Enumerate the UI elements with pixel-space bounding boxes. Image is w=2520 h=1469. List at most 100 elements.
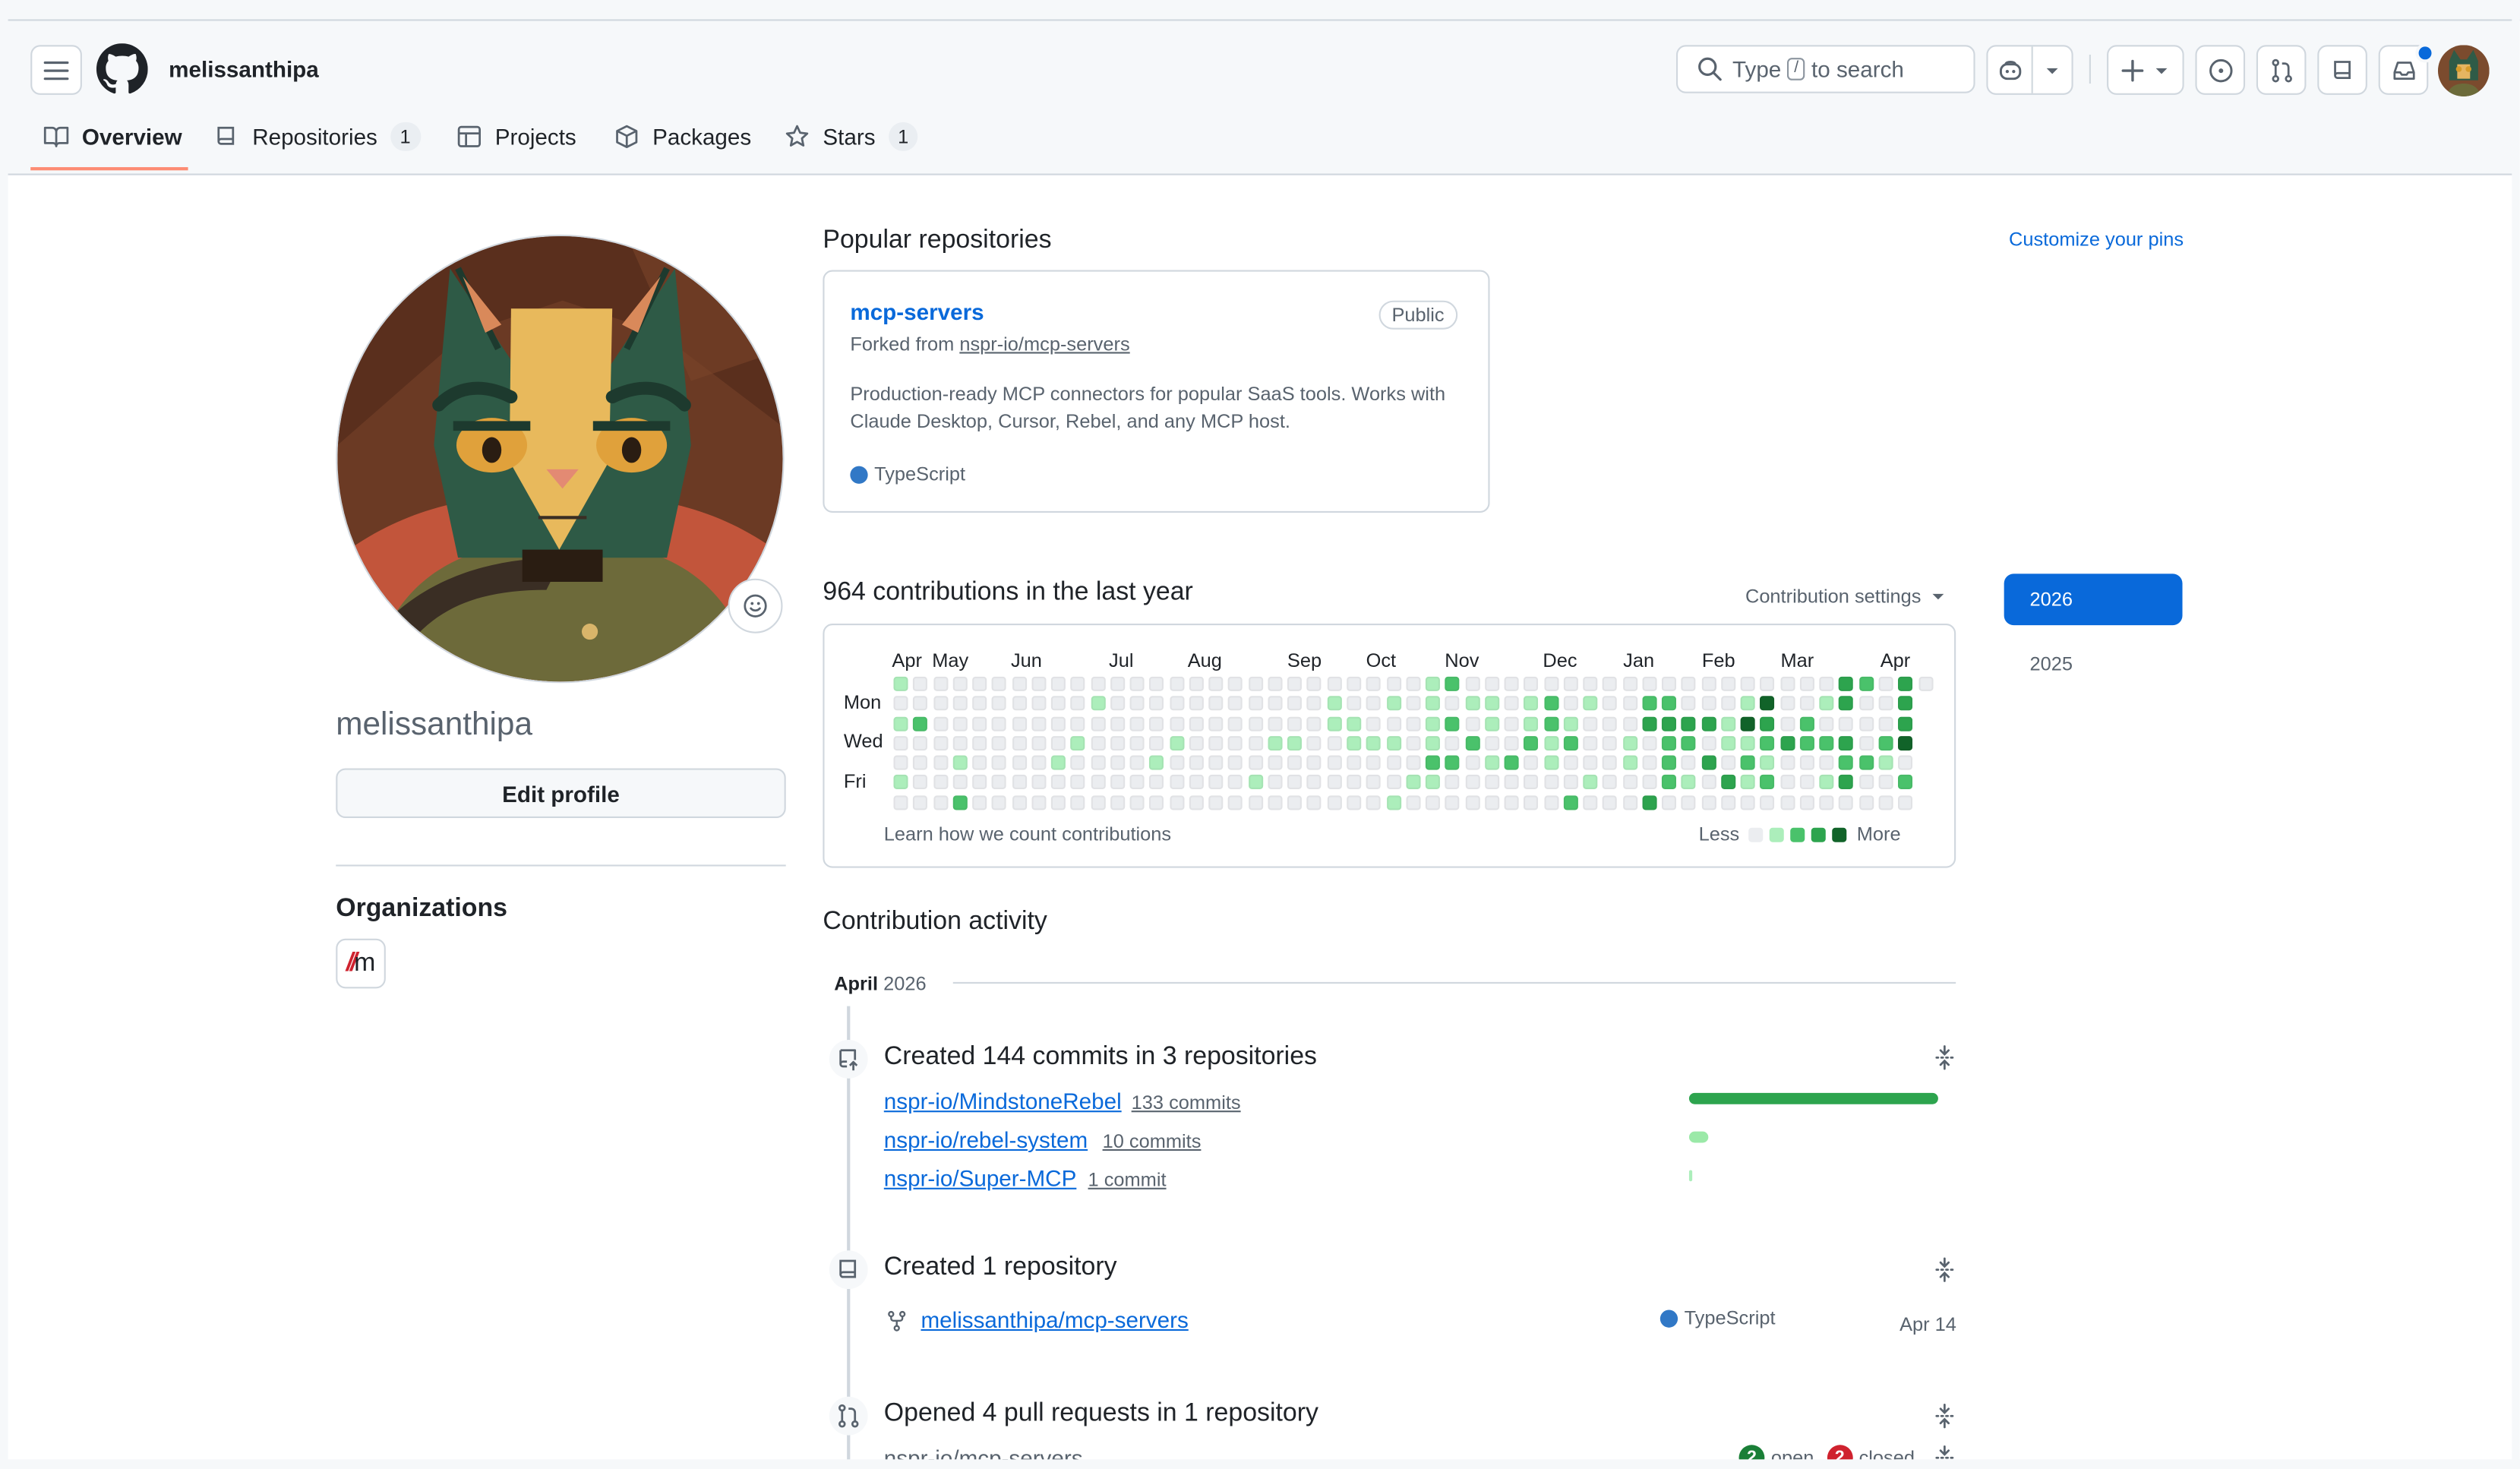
contribution-day-cell[interactable] <box>1327 676 1342 691</box>
contribution-day-cell[interactable] <box>1603 696 1618 711</box>
fold-icon[interactable] <box>1931 1044 1957 1070</box>
repositories-button[interactable] <box>2317 45 2367 95</box>
contribution-day-cell[interactable] <box>1287 696 1303 711</box>
contribution-day-cell[interactable] <box>1149 795 1164 810</box>
contribution-day-cell[interactable] <box>1287 676 1303 691</box>
contribution-day-cell[interactable] <box>1898 735 1913 750</box>
contribution-day-cell[interactable] <box>972 676 987 691</box>
contribution-day-cell[interactable] <box>972 735 987 750</box>
contribution-day-cell[interactable] <box>1228 735 1243 750</box>
contribution-day-cell[interactable] <box>1149 735 1164 750</box>
contribution-day-cell[interactable] <box>1662 735 1677 750</box>
contribution-day-cell[interactable] <box>952 676 968 691</box>
contribution-day-cell[interactable] <box>1051 696 1066 711</box>
contribution-day-cell[interactable] <box>1090 735 1105 750</box>
contribution-day-cell[interactable] <box>1779 676 1795 691</box>
contribution-day-cell[interactable] <box>1169 775 1184 790</box>
contribution-day-cell[interactable] <box>1642 735 1657 750</box>
contribution-day-cell[interactable] <box>1682 755 1697 770</box>
contribution-day-cell[interactable] <box>1248 716 1263 731</box>
contribution-day-cell[interactable] <box>1543 676 1558 691</box>
contribution-day-cell[interactable] <box>1524 676 1539 691</box>
contribution-day-cell[interactable] <box>1779 716 1795 731</box>
contribution-day-cell[interactable] <box>1701 676 1716 691</box>
contribution-day-cell[interactable] <box>1070 735 1085 750</box>
contribution-day-cell[interactable] <box>1662 696 1677 711</box>
contribution-day-cell[interactable] <box>1563 696 1578 711</box>
contribution-day-cell[interactable] <box>1642 716 1657 731</box>
contribution-day-cell[interactable] <box>1799 716 1814 731</box>
contribution-day-cell[interactable] <box>1110 676 1125 691</box>
contribution-day-cell[interactable] <box>1799 696 1814 711</box>
contribution-day-cell[interactable] <box>1129 775 1145 790</box>
contribution-day-cell[interactable] <box>1189 755 1204 770</box>
contribution-day-cell[interactable] <box>1740 716 1756 731</box>
contribution-day-cell[interactable] <box>972 716 987 731</box>
contribution-day-cell[interactable] <box>992 676 1007 691</box>
contribution-day-cell[interactable] <box>1543 716 1558 731</box>
contribution-day-cell[interactable] <box>1149 755 1164 770</box>
contribution-day-cell[interactable] <box>1760 795 1775 810</box>
contribution-day-cell[interactable] <box>1425 676 1440 691</box>
contribution-day-cell[interactable] <box>1878 676 1893 691</box>
contribution-day-cell[interactable] <box>1721 716 1736 731</box>
contribution-day-cell[interactable] <box>1858 755 1874 770</box>
contribution-day-cell[interactable] <box>1012 775 1027 790</box>
contribution-day-cell[interactable] <box>1583 735 1598 750</box>
contribution-day-cell[interactable] <box>1366 755 1382 770</box>
contribution-day-cell[interactable] <box>992 775 1007 790</box>
contribution-day-cell[interactable] <box>1012 795 1027 810</box>
tab-repositories[interactable]: Repositories 1 <box>213 122 421 151</box>
contribution-day-cell[interactable] <box>1051 775 1066 790</box>
contribution-day-cell[interactable] <box>1445 775 1460 790</box>
contribution-day-cell[interactable] <box>1484 676 1499 691</box>
contribution-day-cell[interactable] <box>1779 755 1795 770</box>
contribution-day-cell[interactable] <box>1819 795 1834 810</box>
contribution-day-cell[interactable] <box>1149 676 1164 691</box>
contribution-day-cell[interactable] <box>1051 716 1066 731</box>
contribution-day-cell[interactable] <box>1543 735 1558 750</box>
contribution-day-cell[interactable] <box>1563 676 1578 691</box>
contribution-day-cell[interactable] <box>1347 795 1362 810</box>
commit-count-link[interactable]: 1 commit <box>1088 1168 1167 1191</box>
contribution-day-cell[interactable] <box>1070 795 1085 810</box>
contribution-day-cell[interactable] <box>1642 795 1657 810</box>
contribution-day-cell[interactable] <box>992 755 1007 770</box>
contribution-day-cell[interactable] <box>1878 775 1893 790</box>
commit-count-link[interactable]: 133 commits <box>1131 1091 1241 1114</box>
contribution-day-cell[interactable] <box>893 795 908 810</box>
contribution-day-cell[interactable] <box>893 676 908 691</box>
contribution-day-cell[interactable] <box>1090 696 1105 711</box>
contribution-day-cell[interactable] <box>1464 775 1479 790</box>
tab-projects[interactable]: Projects <box>456 122 576 151</box>
contribution-day-cell[interactable] <box>1090 716 1105 731</box>
contribution-day-cell[interactable] <box>1090 795 1105 810</box>
contribution-day-cell[interactable] <box>1347 775 1362 790</box>
commit-repo-link[interactable]: nspr-io/MindstoneRebel <box>883 1088 1122 1114</box>
contribution-day-cell[interactable] <box>1208 696 1224 711</box>
commit-repo-link[interactable]: nspr-io/Super-MCP <box>883 1165 1077 1191</box>
contribution-day-cell[interactable] <box>1287 716 1303 731</box>
contribution-day-cell[interactable] <box>1425 795 1440 810</box>
contribution-day-cell[interactable] <box>1386 795 1401 810</box>
contribution-day-cell[interactable] <box>1287 735 1303 750</box>
contribution-day-cell[interactable] <box>1642 755 1657 770</box>
contribution-day-cell[interactable] <box>933 755 948 770</box>
contribution-day-cell[interactable] <box>913 755 928 770</box>
contribution-day-cell[interactable] <box>1543 696 1558 711</box>
contribution-day-cell[interactable] <box>1721 755 1736 770</box>
contribution-day-cell[interactable] <box>1563 795 1578 810</box>
contribution-day-cell[interactable] <box>1721 676 1736 691</box>
tab-overview[interactable]: Overview <box>43 122 182 151</box>
contribution-day-cell[interactable] <box>1484 795 1499 810</box>
contribution-settings-button[interactable]: Contribution settings <box>1745 585 1947 608</box>
contribution-day-cell[interactable] <box>1524 696 1539 711</box>
contribution-day-cell[interactable] <box>893 696 908 711</box>
contribution-day-cell[interactable] <box>1760 676 1775 691</box>
contribution-day-cell[interactable] <box>1425 716 1440 731</box>
contribution-day-cell[interactable] <box>1208 735 1224 750</box>
contribution-day-cell[interactable] <box>1090 755 1105 770</box>
contribution-day-cell[interactable] <box>1425 775 1440 790</box>
contribution-day-cell[interactable] <box>1445 735 1460 750</box>
contribution-day-cell[interactable] <box>1070 755 1085 770</box>
